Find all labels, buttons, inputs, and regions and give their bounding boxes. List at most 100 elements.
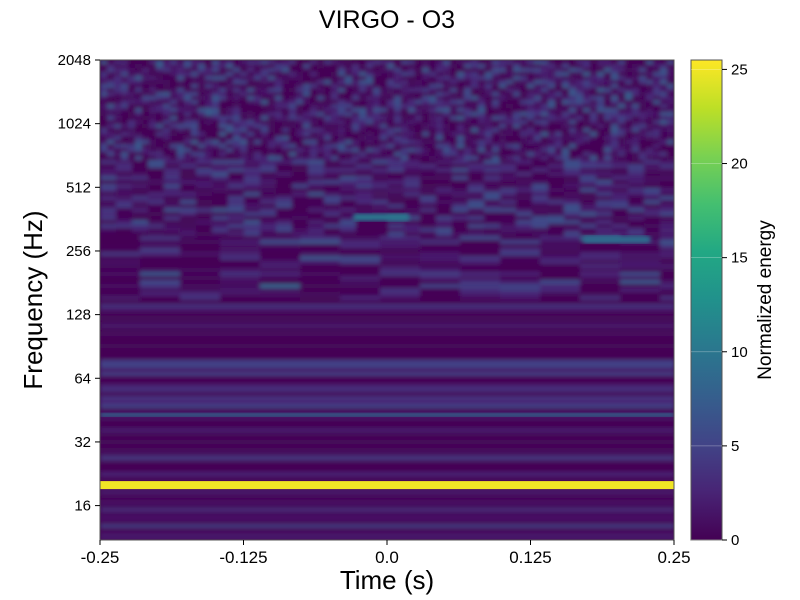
heatmap-cell <box>436 92 444 97</box>
heatmap-cell <box>541 96 549 101</box>
heatmap-cell <box>128 144 136 149</box>
heatmap-cell <box>132 228 149 233</box>
heatmap-cell <box>394 120 402 125</box>
heatmap-cell <box>420 200 437 205</box>
heatmap-cell <box>100 360 674 365</box>
heatmap-cell <box>352 80 360 85</box>
heatmap-cell <box>520 100 528 105</box>
heatmap-cell <box>233 96 241 101</box>
heatmap-cell <box>177 96 185 101</box>
heatmap-cell <box>534 96 542 101</box>
heatmap-cell <box>450 132 458 137</box>
heatmap-cell <box>471 60 479 65</box>
heatmap-cell <box>128 112 136 117</box>
heatmap-cell <box>660 100 668 105</box>
heatmap-cell <box>356 176 373 181</box>
heatmap-cell <box>132 220 149 225</box>
heatmap-cell <box>380 84 388 89</box>
heatmap-cell <box>205 116 213 121</box>
heatmap-cell <box>220 260 261 265</box>
heatmap-cell <box>596 196 613 201</box>
heatmap-cell <box>394 132 402 137</box>
heatmap-cell <box>569 112 577 117</box>
heatmap-cell <box>338 76 346 81</box>
heatmap-cell <box>380 148 388 153</box>
heatmap-cell <box>107 148 115 153</box>
heatmap-cell <box>107 140 115 145</box>
heatmap-cell <box>644 188 661 193</box>
heatmap-cell <box>415 60 423 65</box>
heatmap-cell <box>387 156 395 161</box>
heatmap-cell <box>580 188 597 193</box>
heatmap-cell <box>170 140 178 145</box>
heatmap-cell <box>205 60 213 65</box>
heatmap-cell <box>212 188 229 193</box>
heatmap-cell <box>580 288 621 293</box>
heatmap-cell <box>338 84 346 89</box>
heatmap-cell <box>240 148 248 153</box>
heatmap-cell <box>372 200 389 205</box>
heatmap-cell <box>564 220 581 225</box>
heatmap-cell <box>244 184 261 189</box>
heatmap-cell <box>457 152 465 157</box>
heatmap-cell <box>373 152 381 157</box>
heatmap-cell <box>420 264 461 269</box>
heatmap-cell <box>135 144 143 149</box>
heatmap-cell <box>282 120 290 125</box>
heatmap-cell <box>254 144 262 149</box>
heatmap-cell <box>628 224 645 229</box>
heatmap-cell <box>180 172 197 177</box>
heatmap-cell <box>450 64 458 69</box>
heatmap-cell <box>500 164 517 169</box>
heatmap-cell <box>198 68 206 73</box>
heatmap-cell <box>415 104 423 109</box>
heatmap-cell <box>394 124 402 129</box>
heatmap-cell <box>331 100 339 105</box>
heatmap-cell <box>156 140 164 145</box>
heatmap-cell <box>471 140 479 145</box>
heatmap-cell <box>422 112 430 117</box>
heatmap-cell <box>492 136 500 141</box>
heatmap-cell <box>660 148 668 153</box>
heatmap-cell <box>520 104 528 109</box>
heatmap-cell <box>260 188 277 193</box>
heatmap-cell <box>254 148 262 153</box>
heatmap-cell <box>220 276 261 281</box>
heatmap-cell <box>317 60 325 65</box>
heatmap-cell <box>527 88 535 93</box>
heatmap-cell <box>653 84 661 89</box>
heatmap-cell <box>100 528 674 533</box>
heatmap-cell <box>401 64 409 69</box>
heatmap-cell <box>516 192 533 197</box>
heatmap-cell <box>443 140 451 145</box>
heatmap-cell <box>464 76 472 81</box>
heatmap-cell <box>450 76 458 81</box>
heatmap-cell <box>618 144 626 149</box>
heatmap-cell <box>140 240 181 245</box>
heatmap-cell <box>268 124 276 129</box>
heatmap-cell <box>422 132 430 137</box>
heatmap-cell <box>541 60 549 65</box>
y-tick-label: 2048 <box>58 52 91 69</box>
heatmap-cell <box>292 200 309 205</box>
heatmap-cell <box>198 136 206 141</box>
heatmap-cell <box>324 108 332 113</box>
heatmap-cell <box>576 132 584 137</box>
heatmap-cell <box>532 216 549 221</box>
heatmap-cell <box>121 128 129 133</box>
heatmap-cell <box>516 200 533 205</box>
heatmap-cell <box>149 64 157 69</box>
heatmap-cell <box>562 68 570 73</box>
heatmap-cell <box>569 124 577 129</box>
heatmap-cell <box>625 72 633 77</box>
heatmap-cell <box>420 160 437 165</box>
heatmap-cell <box>597 116 605 121</box>
heatmap-cell <box>359 104 367 109</box>
heatmap-cell <box>492 60 500 65</box>
heatmap-cell <box>492 84 500 89</box>
heatmap-cell <box>366 76 374 81</box>
heatmap-cell <box>555 60 563 65</box>
heatmap-cell <box>436 156 444 161</box>
heatmap-cell <box>520 116 528 121</box>
heatmap-cell <box>387 100 395 105</box>
